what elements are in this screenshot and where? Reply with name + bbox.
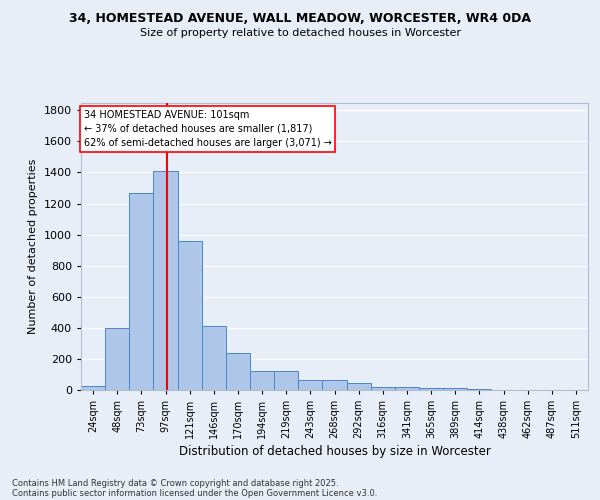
Bar [395,387,419,390]
Bar [202,326,226,390]
Bar [154,171,178,390]
Bar [322,380,347,390]
Bar [105,328,129,390]
Bar [274,370,298,390]
X-axis label: Distribution of detached houses by size in Worcester: Distribution of detached houses by size … [179,446,490,458]
Bar [178,241,202,390]
Bar [81,386,105,390]
Bar [129,194,154,390]
Bar [371,387,395,390]
Bar [226,354,250,390]
Text: 34, HOMESTEAD AVENUE, WALL MEADOW, WORCESTER, WR4 0DA: 34, HOMESTEAD AVENUE, WALL MEADOW, WORCE… [69,12,531,26]
Bar [298,380,322,390]
Bar [250,370,274,390]
Text: 34 HOMESTEAD AVENUE: 101sqm
← 37% of detached houses are smaller (1,817)
62% of : 34 HOMESTEAD AVENUE: 101sqm ← 37% of det… [83,110,331,148]
Text: Size of property relative to detached houses in Worcester: Size of property relative to detached ho… [139,28,461,38]
Bar [347,384,371,390]
Text: Contains public sector information licensed under the Open Government Licence v3: Contains public sector information licen… [12,488,377,498]
Text: Contains HM Land Registry data © Crown copyright and database right 2025.: Contains HM Land Registry data © Crown c… [12,478,338,488]
Bar [419,388,443,390]
Bar [443,388,467,390]
Y-axis label: Number of detached properties: Number of detached properties [28,158,38,334]
Bar [467,389,491,390]
